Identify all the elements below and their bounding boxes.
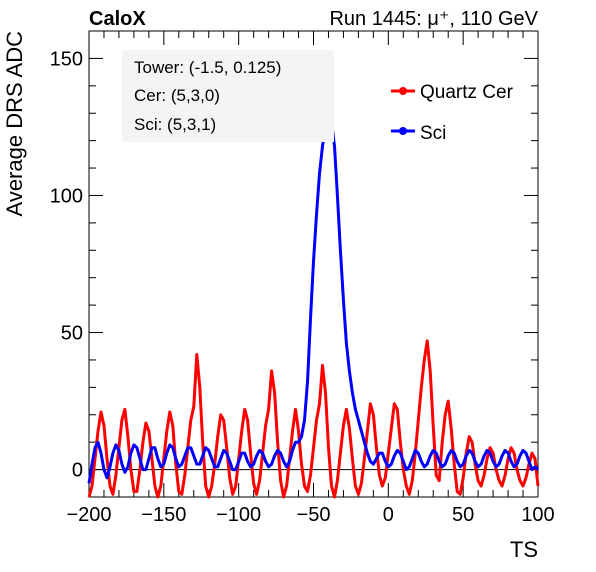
experiment-label: CaloX: [89, 8, 146, 30]
legend-dot-quartz-cer: [399, 87, 407, 95]
y-tick-label: 50: [61, 323, 83, 345]
x-axis-title: TS: [510, 537, 538, 562]
y-tick-label: 0: [72, 460, 83, 482]
series-group: [87, 120, 540, 499]
cer-annotation: Cer: (5,3,0): [134, 86, 220, 105]
run-label: Run 1445: μ⁺, 110 GeV: [329, 8, 538, 30]
y-tick-label: 100: [50, 185, 83, 207]
x-tick-label: −50: [297, 504, 331, 526]
x-tick-label: −100: [216, 504, 261, 526]
legend-label-sci: Sci: [420, 123, 446, 144]
tower-annotation: Tower: (-1.5, 0.125): [134, 58, 281, 77]
y-tick-label: 150: [50, 48, 83, 70]
x-tick-label: −150: [141, 504, 186, 526]
x-tick-label: 100: [521, 504, 554, 526]
legend-dot-sci: [399, 127, 407, 135]
tick-labels: −200 −150 −100 −50 0 50 100 0 50 100 150: [50, 48, 555, 526]
annotation-box: [122, 50, 334, 142]
axis-ticks: [88, 30, 539, 498]
legend-label-quartz-cer: Quartz Cer: [420, 82, 514, 103]
x-tick-label: 0: [383, 504, 394, 526]
series-line-sci: [87, 120, 540, 484]
y-axis-title: Average DRS ADC: [2, 31, 27, 217]
x-tick-label: 50: [452, 504, 474, 526]
x-tick-label: −200: [66, 504, 111, 526]
sci-annotation: Sci: (5,3,1): [134, 115, 216, 134]
legend: Quartz Cer Sci: [391, 82, 514, 144]
